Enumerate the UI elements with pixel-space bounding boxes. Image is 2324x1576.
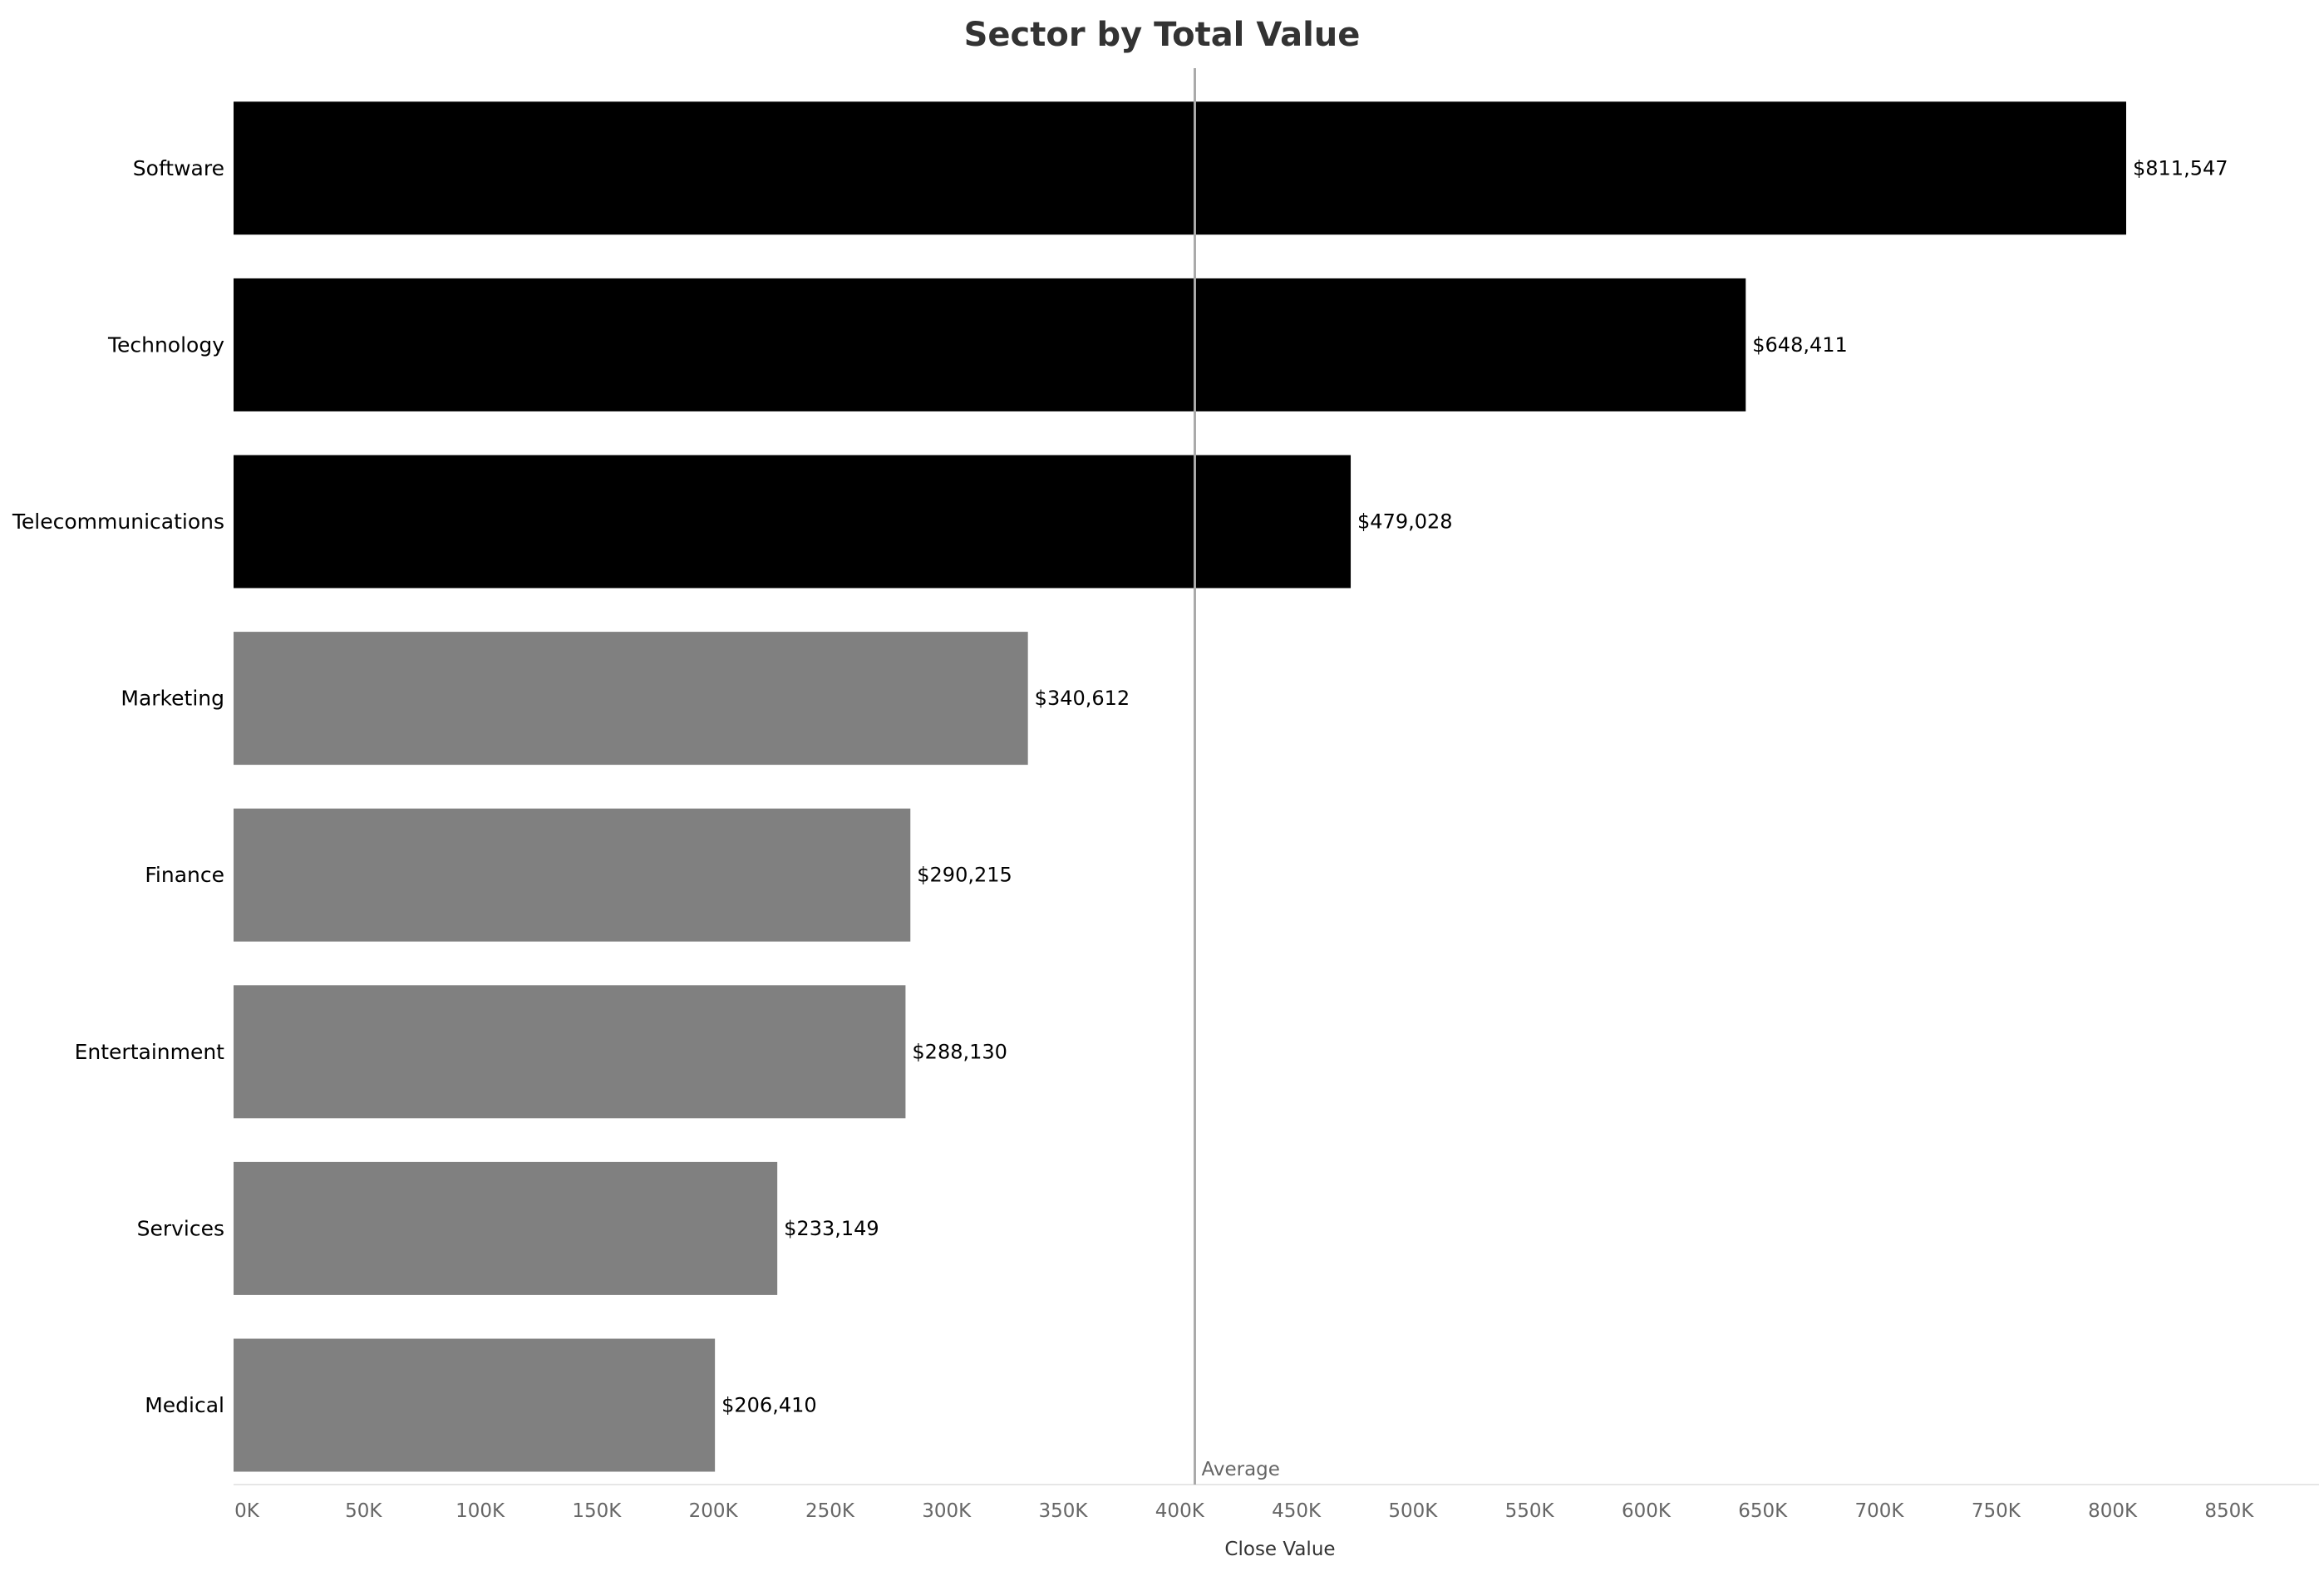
x-tick-label: 250K — [805, 1500, 855, 1522]
bar — [234, 1161, 778, 1295]
value-label: $340,612 — [1035, 687, 1130, 710]
category-label: Software — [133, 156, 224, 180]
value-label: $290,215 — [917, 864, 1012, 887]
x-tick-label: 350K — [1039, 1500, 1089, 1522]
value-label: $479,028 — [1357, 510, 1453, 534]
x-tick-label: 650K — [1738, 1500, 1788, 1522]
bar — [234, 632, 1028, 766]
value-label: $233,149 — [784, 1217, 879, 1240]
bar — [234, 278, 1746, 411]
category-label: Telecommunications — [12, 510, 224, 534]
category-label: Marketing — [121, 687, 224, 711]
x-tick-label: 850K — [2204, 1500, 2254, 1522]
reference-line-label: Average — [1201, 1459, 1279, 1480]
category-label: Technology — [107, 332, 224, 357]
x-tick-label: 600K — [1622, 1500, 1672, 1522]
bar — [234, 985, 906, 1119]
category-label: Services — [137, 1216, 224, 1240]
bar — [234, 455, 1352, 589]
bar — [234, 101, 2126, 235]
category-label: Entertainment — [75, 1040, 225, 1064]
x-tick-label: 450K — [1272, 1500, 1322, 1522]
x-tick-label: 300K — [922, 1500, 972, 1522]
x-tick-label: 550K — [1505, 1500, 1555, 1522]
x-tick-label: 500K — [1388, 1500, 1438, 1522]
x-tick-label: 700K — [1855, 1500, 1905, 1522]
value-label: $811,547 — [2133, 156, 2228, 180]
category-label: Medical — [145, 1393, 224, 1417]
x-axis-title: Close Value — [1224, 1539, 1336, 1560]
value-label: $648,411 — [1752, 333, 1848, 357]
bar — [234, 808, 911, 942]
bar — [234, 1338, 716, 1472]
chart-title: Sector by Total Value — [963, 16, 1361, 54]
x-tick-label: 100K — [455, 1500, 505, 1522]
x-tick-label: 750K — [1972, 1500, 2021, 1522]
x-tick-label: 50K — [345, 1500, 382, 1522]
x-tick-label: 150K — [572, 1500, 622, 1522]
x-tick-label: 0K — [234, 1500, 260, 1522]
value-label: $288,130 — [912, 1040, 1007, 1063]
value-label: $206,410 — [721, 1394, 817, 1417]
x-tick-label: 800K — [2088, 1500, 2138, 1522]
x-tick-label: 200K — [689, 1500, 739, 1522]
x-tick-label: 400K — [1155, 1500, 1205, 1522]
category-label: Finance — [145, 863, 224, 887]
